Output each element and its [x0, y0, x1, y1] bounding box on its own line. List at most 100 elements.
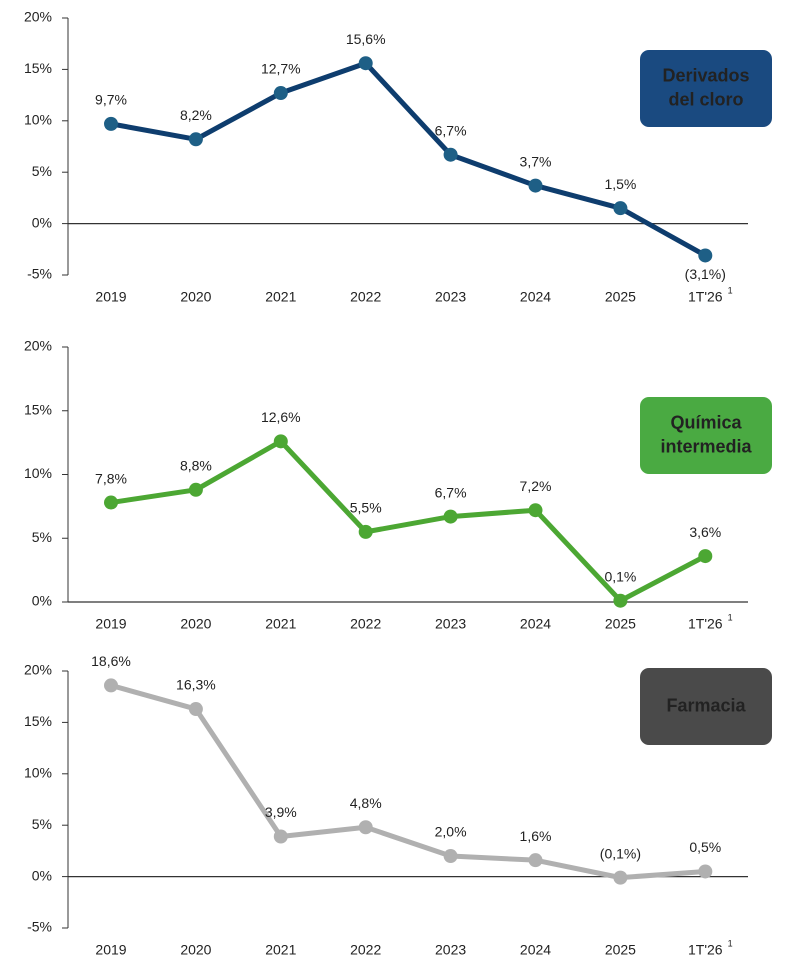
data-point	[188, 482, 203, 497]
x-tick-label: 1T'26	[688, 289, 723, 305]
data-label: 2,0%	[435, 824, 467, 840]
footnote-marker: 1	[728, 938, 733, 948]
y-tick-label: 0%	[32, 593, 52, 609]
y-tick-label: 5%	[32, 816, 52, 832]
footnote-marker: 1	[728, 285, 733, 295]
y-tick-label: 20%	[24, 9, 52, 25]
data-point	[443, 147, 458, 162]
x-tick-label: 2022	[350, 616, 381, 632]
x-tick-label: 2019	[95, 942, 126, 958]
data-point	[698, 549, 713, 564]
data-point	[698, 864, 713, 879]
x-tick-label: 1T'26	[688, 942, 723, 958]
data-point	[104, 495, 118, 510]
data-label: 8,8%	[180, 458, 212, 474]
data-label: 1,5%	[604, 176, 636, 192]
x-tick-label: 2020	[180, 616, 211, 632]
y-tick-label: 15%	[24, 713, 52, 729]
badge	[640, 668, 772, 745]
data-label: 0,1%	[604, 568, 636, 584]
y-tick-label: -5%	[27, 919, 52, 935]
x-tick-label: 2025	[605, 289, 636, 305]
data-point	[528, 503, 543, 518]
data-label: 0,5%	[689, 839, 721, 855]
data-point	[273, 86, 288, 101]
x-tick-label: 2022	[350, 289, 381, 305]
badge	[640, 397, 772, 474]
x-tick-label: 2024	[520, 289, 551, 305]
y-tick-label: 20%	[24, 338, 52, 354]
badge-text: Farmacia	[666, 695, 746, 715]
data-label: 3,7%	[520, 153, 552, 169]
data-point	[613, 201, 628, 216]
data-label: 7,8%	[95, 470, 127, 486]
y-tick-label: -5%	[27, 266, 52, 282]
data-label: (3,1%)	[685, 266, 726, 282]
x-tick-label: 2020	[180, 942, 211, 958]
y-tick-label: 10%	[24, 465, 52, 481]
x-tick-label: 2024	[520, 942, 551, 958]
y-tick-label: 0%	[32, 867, 52, 883]
data-point	[698, 248, 713, 263]
y-tick-label: 0%	[32, 214, 52, 230]
data-line	[110, 438, 707, 604]
data-label: 3,6%	[689, 524, 721, 540]
x-tick-label: 2025	[605, 942, 636, 958]
y-tick-label: 20%	[24, 662, 52, 678]
badge-text: del cloro	[668, 89, 743, 109]
data-label: 12,7%	[261, 61, 301, 77]
data-point	[104, 116, 118, 131]
data-label: 1,6%	[520, 828, 552, 844]
x-tick-label: 2021	[265, 616, 296, 632]
data-point	[358, 56, 373, 71]
data-label: 6,7%	[435, 122, 467, 138]
data-point	[613, 593, 628, 608]
data-point	[358, 820, 373, 835]
data-label: 12,6%	[261, 409, 301, 425]
data-line	[110, 682, 706, 881]
y-tick-label: 5%	[32, 529, 52, 545]
data-label: 15,6%	[346, 31, 386, 47]
data-point	[188, 702, 203, 717]
x-tick-label: 2023	[435, 942, 466, 958]
x-tick-label: 2025	[605, 616, 636, 632]
x-tick-label: 2019	[95, 289, 126, 305]
footnote-marker: 1	[728, 612, 733, 622]
data-point	[273, 434, 288, 449]
badge-text: intermedia	[660, 436, 752, 456]
data-point	[443, 509, 458, 524]
y-tick-label: 15%	[24, 401, 52, 417]
data-label: 6,7%	[435, 484, 467, 500]
data-point	[528, 178, 543, 193]
data-point	[358, 524, 373, 539]
data-label: 5,5%	[350, 500, 382, 516]
y-tick-label: 5%	[32, 163, 52, 179]
data-label: 18,6%	[91, 653, 131, 669]
x-tick-label: 2019	[95, 616, 126, 632]
data-label: (0,1%)	[600, 845, 641, 861]
x-tick-label: 2023	[435, 289, 466, 305]
data-label: 4,8%	[350, 795, 382, 811]
y-tick-label: 10%	[24, 765, 52, 781]
x-tick-label: 2021	[265, 942, 296, 958]
data-line	[110, 60, 707, 258]
data-label: 3,9%	[265, 804, 297, 820]
data-point	[613, 870, 628, 885]
data-point	[528, 853, 543, 868]
x-tick-label: 2024	[520, 616, 551, 632]
x-tick-label: 2022	[350, 942, 381, 958]
x-tick-label: 2021	[265, 289, 296, 305]
data-label: 8,2%	[180, 107, 212, 123]
data-point	[188, 132, 203, 147]
data-point	[104, 678, 118, 693]
data-label: 9,7%	[95, 92, 127, 108]
badge-text: Derivados	[662, 65, 749, 85]
badge	[640, 50, 772, 127]
data-point	[443, 849, 458, 864]
x-tick-label: 2020	[180, 289, 211, 305]
y-tick-label: 15%	[24, 60, 52, 76]
badge-text: Química	[670, 412, 742, 432]
x-tick-label: 2023	[435, 616, 466, 632]
data-label: 7,2%	[520, 478, 552, 494]
